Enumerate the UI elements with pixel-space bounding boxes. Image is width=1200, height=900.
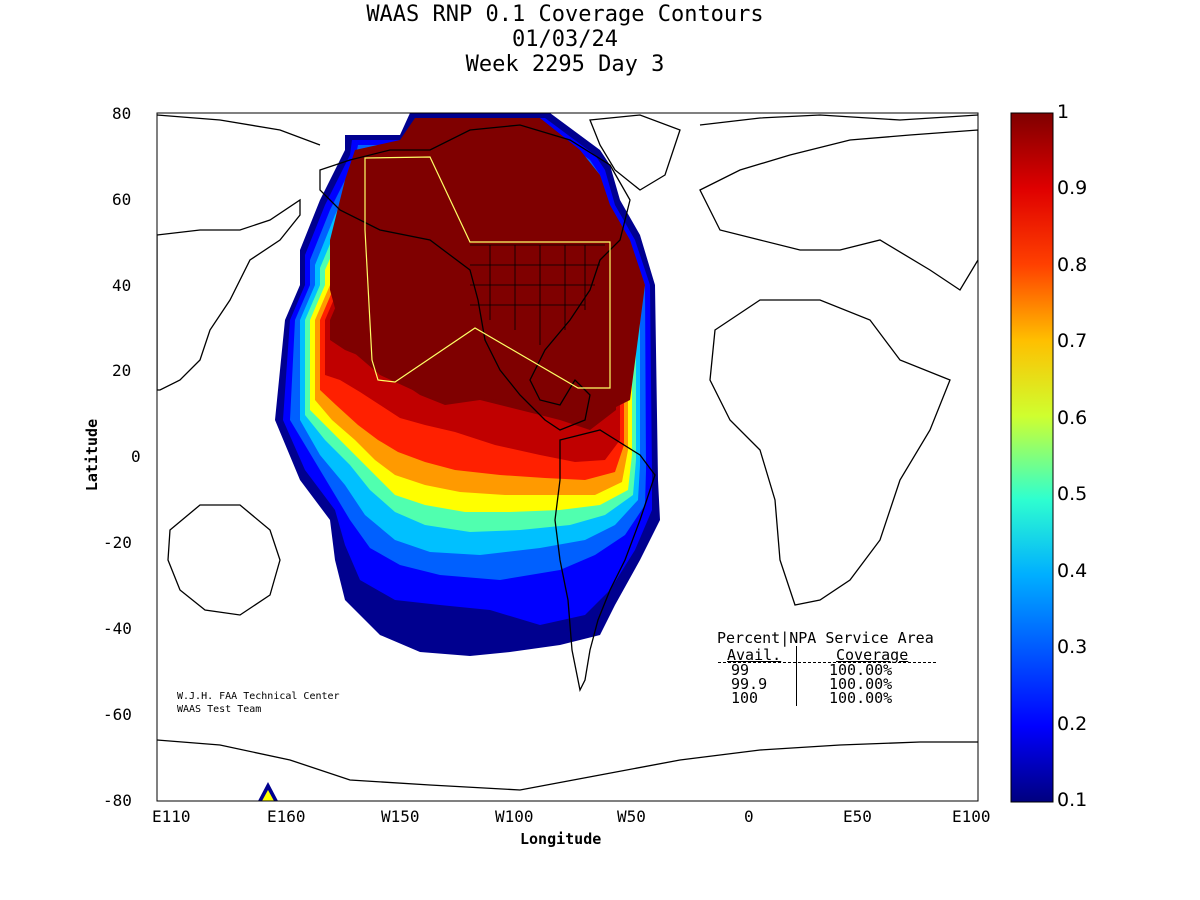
- colorbar-tick-0.7: 0.7: [1057, 330, 1088, 352]
- stats-row-1-coverage: 100.00%: [829, 661, 893, 679]
- ytick-20: 20: [112, 361, 132, 380]
- service-area-boundary: [364, 156, 611, 389]
- colorbar-tick-0.5: 0.5: [1057, 483, 1088, 505]
- stats-header-avail: Avail.: [727, 646, 782, 664]
- ytick-m80: -80: [103, 791, 132, 810]
- stats-header-rule: [718, 662, 936, 663]
- colorbar-tick-0.9: 0.9: [1057, 177, 1088, 199]
- chart-title-week: Week 2295 Day 3: [465, 52, 665, 77]
- credit-line-2: WAAS Test Team: [177, 704, 262, 715]
- plot-frame: [156, 112, 979, 802]
- arctic-islands-outline: [157, 114, 978, 146]
- xtick-e160: E160: [267, 807, 306, 826]
- colorbar-tick-1: 1: [1057, 101, 1070, 123]
- north-america-outline: [319, 124, 631, 431]
- stats-divider: [796, 646, 797, 706]
- europe-asia-outline: [699, 129, 978, 291]
- contour-band-top: [330, 118, 645, 420]
- xtick-w150: W150: [381, 807, 420, 826]
- stats-header-coverage: Coverage: [836, 646, 909, 664]
- stats-header: Percent|NPA Service Area: [717, 629, 934, 647]
- stats-row-3-coverage: 100.00%: [829, 689, 893, 707]
- ytick-0: 0: [131, 447, 141, 466]
- x-axis-label: Longitude: [520, 830, 602, 848]
- credit-line-1: W.J.H. FAA Technical Center: [177, 691, 340, 702]
- colorbar-tick-0.8: 0.8: [1057, 254, 1088, 276]
- asia-east-outline: [157, 198, 301, 391]
- xtick-w50: W50: [617, 807, 646, 826]
- ytick-m20: -20: [103, 533, 132, 552]
- south-america-outline: [554, 429, 656, 692]
- stats-row-2-coverage: 100.00%: [829, 675, 893, 693]
- colorbar-tick-0.4: 0.4: [1057, 560, 1088, 582]
- antarctica-outline: [157, 739, 978, 791]
- australia-outline: [167, 504, 281, 616]
- colorbar-tick-0.6: 0.6: [1057, 407, 1088, 429]
- ytick-80: 80: [112, 104, 132, 123]
- xtick-e50: E50: [843, 807, 872, 826]
- us-states-outline: [470, 244, 605, 345]
- stats-row-3-avail: 100: [731, 689, 759, 707]
- ytick-60: 60: [112, 190, 132, 209]
- contour-band-lower-small-2: [262, 790, 274, 801]
- xtick-e110: E110: [152, 807, 191, 826]
- stats-row-1-avail: 99: [731, 661, 750, 679]
- stats-row-2-avail: 99.9: [731, 675, 768, 693]
- colorbar: [1010, 112, 1054, 803]
- chart-title-date: 01/03/24: [512, 27, 618, 52]
- ytick-m40: -40: [103, 619, 132, 638]
- y-axis-label: Latitude: [83, 418, 101, 492]
- ytick-40: 40: [112, 276, 132, 295]
- xtick-e100: E100: [952, 807, 991, 826]
- ytick-m60: -60: [103, 705, 132, 724]
- xtick-w100: W100: [495, 807, 534, 826]
- africa-outline: [709, 299, 951, 606]
- colorbar-tick-0.1: 0.1: [1057, 789, 1088, 811]
- colorbar-tick-0.2: 0.2: [1057, 713, 1088, 735]
- chart-title-line-1: WAAS RNP 0.1 Coverage Contours: [366, 2, 764, 27]
- colorbar-tick-0.3: 0.3: [1057, 636, 1088, 658]
- xtick-0: 0: [744, 807, 754, 826]
- greenland-outline: [589, 114, 681, 191]
